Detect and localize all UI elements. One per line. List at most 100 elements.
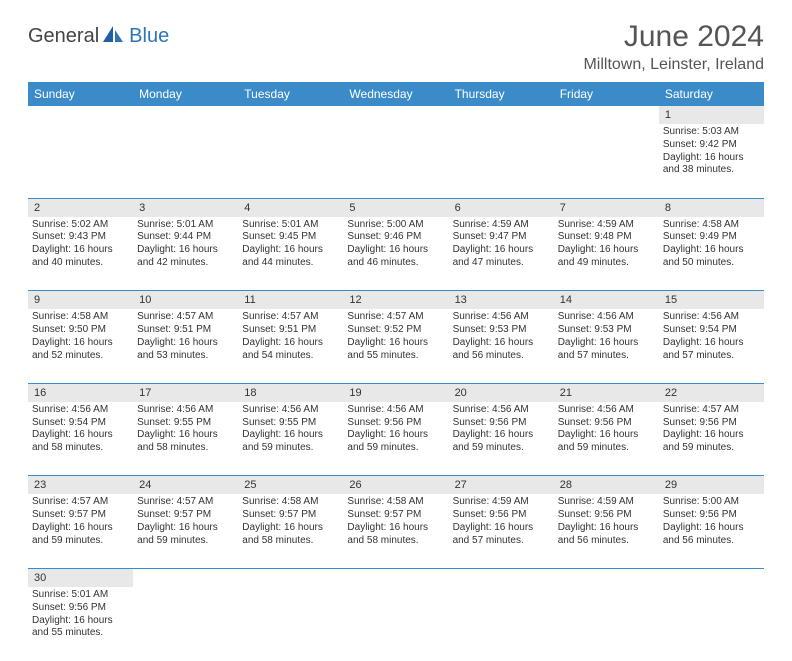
day-number-row: 2345678 <box>28 198 764 217</box>
sunset-text: Sunset: 9:56 PM <box>663 509 760 522</box>
sunset-text: Sunset: 9:56 PM <box>32 602 129 615</box>
day-number <box>238 568 343 587</box>
daylight-text: Daylight: 16 hours <box>32 615 129 628</box>
weekday-header-row: Sunday Monday Tuesday Wednesday Thursday… <box>28 82 764 106</box>
day-number: 16 <box>28 383 133 402</box>
day-number: 6 <box>449 198 554 217</box>
daylight-text: and 38 minutes. <box>663 164 760 177</box>
day-cell <box>554 587 659 661</box>
daylight-text: Daylight: 16 hours <box>137 429 234 442</box>
daylight-text: Daylight: 16 hours <box>32 244 129 257</box>
sunset-text: Sunset: 9:46 PM <box>347 231 444 244</box>
sunrise-text: Sunrise: 4:56 AM <box>558 404 655 417</box>
day-number <box>554 568 659 587</box>
weekday-header: Friday <box>554 82 659 106</box>
daylight-text: and 59 minutes. <box>347 442 444 455</box>
sunrise-text: Sunrise: 4:57 AM <box>32 496 129 509</box>
sunrise-text: Sunrise: 5:01 AM <box>137 219 234 232</box>
day-cell <box>343 124 448 198</box>
day-number: 25 <box>238 476 343 495</box>
month-title: June 2024 <box>583 20 764 54</box>
day-number-row: 9101112131415 <box>28 291 764 310</box>
logo-text-general: General <box>28 25 99 48</box>
day-cell: Sunrise: 5:03 AMSunset: 9:42 PMDaylight:… <box>659 124 764 198</box>
daylight-text: and 59 minutes. <box>137 535 234 548</box>
day-number: 15 <box>659 291 764 310</box>
day-cell: Sunrise: 4:58 AMSunset: 9:50 PMDaylight:… <box>28 309 133 383</box>
sunrise-text: Sunrise: 4:58 AM <box>32 311 129 324</box>
day-number: 29 <box>659 476 764 495</box>
day-number: 17 <box>133 383 238 402</box>
daylight-text: Daylight: 16 hours <box>32 522 129 535</box>
sunset-text: Sunset: 9:55 PM <box>137 417 234 430</box>
day-cell <box>28 124 133 198</box>
day-cell: Sunrise: 4:56 AMSunset: 9:55 PMDaylight:… <box>133 402 238 476</box>
day-cell: Sunrise: 4:58 AMSunset: 9:49 PMDaylight:… <box>659 217 764 291</box>
weekday-header: Thursday <box>449 82 554 106</box>
day-cell: Sunrise: 4:56 AMSunset: 9:54 PMDaylight:… <box>28 402 133 476</box>
day-cell: Sunrise: 4:56 AMSunset: 9:56 PMDaylight:… <box>449 402 554 476</box>
daylight-text: and 57 minutes. <box>453 535 550 548</box>
sunrise-text: Sunrise: 5:00 AM <box>347 219 444 232</box>
daylight-text: and 59 minutes. <box>32 535 129 548</box>
daylight-text: and 56 minutes. <box>453 350 550 363</box>
day-number: 13 <box>449 291 554 310</box>
weekday-header: Wednesday <box>343 82 448 106</box>
day-cell <box>449 587 554 661</box>
sunrise-text: Sunrise: 4:58 AM <box>242 496 339 509</box>
day-number-row: 1 <box>28 106 764 124</box>
daylight-text: Daylight: 16 hours <box>347 244 444 257</box>
day-cell: Sunrise: 4:57 AMSunset: 9:51 PMDaylight:… <box>133 309 238 383</box>
day-number <box>343 106 448 124</box>
daylight-text: Daylight: 16 hours <box>137 337 234 350</box>
day-number: 26 <box>343 476 448 495</box>
day-cell: Sunrise: 5:01 AMSunset: 9:44 PMDaylight:… <box>133 217 238 291</box>
daylight-text: and 40 minutes. <box>32 257 129 270</box>
sunrise-text: Sunrise: 4:56 AM <box>32 404 129 417</box>
calendar-table: Sunday Monday Tuesday Wednesday Thursday… <box>28 82 764 661</box>
daylight-text: Daylight: 16 hours <box>242 337 339 350</box>
daylight-text: and 50 minutes. <box>663 257 760 270</box>
sunset-text: Sunset: 9:51 PM <box>137 324 234 337</box>
day-number: 20 <box>449 383 554 402</box>
daylight-text: and 54 minutes. <box>242 350 339 363</box>
sunrise-text: Sunrise: 4:58 AM <box>347 496 444 509</box>
sunrise-text: Sunrise: 4:56 AM <box>453 404 550 417</box>
daylight-text: and 57 minutes. <box>558 350 655 363</box>
day-number: 14 <box>554 291 659 310</box>
day-cell: Sunrise: 5:00 AMSunset: 9:56 PMDaylight:… <box>659 494 764 568</box>
day-cell: Sunrise: 4:56 AMSunset: 9:54 PMDaylight:… <box>659 309 764 383</box>
day-number <box>554 106 659 124</box>
day-cell: Sunrise: 4:59 AMSunset: 9:56 PMDaylight:… <box>554 494 659 568</box>
location: Milltown, Leinster, Ireland <box>583 56 764 74</box>
daylight-text: Daylight: 16 hours <box>32 429 129 442</box>
sunrise-text: Sunrise: 4:59 AM <box>453 496 550 509</box>
day-number: 3 <box>133 198 238 217</box>
sunrise-text: Sunrise: 4:56 AM <box>137 404 234 417</box>
day-number-row: 23242526272829 <box>28 476 764 495</box>
daylight-text: and 57 minutes. <box>663 350 760 363</box>
daylight-text: Daylight: 16 hours <box>347 337 444 350</box>
day-content-row: Sunrise: 5:03 AMSunset: 9:42 PMDaylight:… <box>28 124 764 198</box>
day-cell: Sunrise: 4:59 AMSunset: 9:47 PMDaylight:… <box>449 217 554 291</box>
sunrise-text: Sunrise: 4:57 AM <box>137 496 234 509</box>
day-cell <box>238 587 343 661</box>
daylight-text: and 56 minutes. <box>558 535 655 548</box>
daylight-text: Daylight: 16 hours <box>453 429 550 442</box>
daylight-text: and 58 minutes. <box>137 442 234 455</box>
sunset-text: Sunset: 9:56 PM <box>558 417 655 430</box>
day-cell: Sunrise: 4:58 AMSunset: 9:57 PMDaylight:… <box>343 494 448 568</box>
day-content-row: Sunrise: 5:02 AMSunset: 9:43 PMDaylight:… <box>28 217 764 291</box>
day-cell: Sunrise: 5:02 AMSunset: 9:43 PMDaylight:… <box>28 217 133 291</box>
daylight-text: and 46 minutes. <box>347 257 444 270</box>
day-number-row: 16171819202122 <box>28 383 764 402</box>
sunrise-text: Sunrise: 4:57 AM <box>242 311 339 324</box>
daylight-text: Daylight: 16 hours <box>137 244 234 257</box>
daylight-text: and 59 minutes. <box>663 442 760 455</box>
day-number: 22 <box>659 383 764 402</box>
sunset-text: Sunset: 9:43 PM <box>32 231 129 244</box>
day-cell: Sunrise: 4:56 AMSunset: 9:55 PMDaylight:… <box>238 402 343 476</box>
daylight-text: and 59 minutes. <box>242 442 339 455</box>
daylight-text: and 55 minutes. <box>32 627 129 640</box>
day-cell: Sunrise: 4:57 AMSunset: 9:52 PMDaylight:… <box>343 309 448 383</box>
